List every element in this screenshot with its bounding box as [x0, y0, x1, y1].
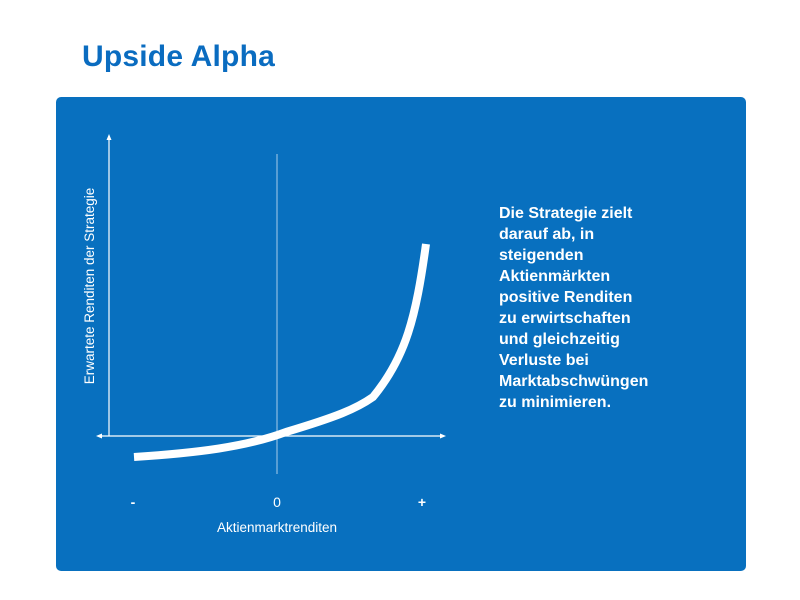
payoff-chart: - 0 + Aktienmarktrenditen Erwartete Rend… [82, 134, 446, 535]
x-axis-arrow-right [440, 433, 446, 439]
x-axis-label: Aktienmarktrenditen [217, 520, 337, 535]
x-axis-arrow-left [96, 433, 102, 439]
x-tick-negative: - [131, 494, 136, 510]
y-axis-label: Erwartete Renditen der Strategie [82, 188, 97, 385]
x-tick-zero: 0 [273, 494, 281, 510]
diagram-panel: - 0 + Aktienmarktrenditen Erwartete Rend… [56, 97, 746, 571]
payoff-curve [133, 243, 430, 461]
strategy-description: Die Strategie zielt darauf ab, in steige… [499, 205, 649, 411]
x-tick-positive: + [418, 494, 426, 510]
page-title: Upside Alpha [82, 40, 275, 73]
y-axis-arrow [106, 134, 112, 140]
